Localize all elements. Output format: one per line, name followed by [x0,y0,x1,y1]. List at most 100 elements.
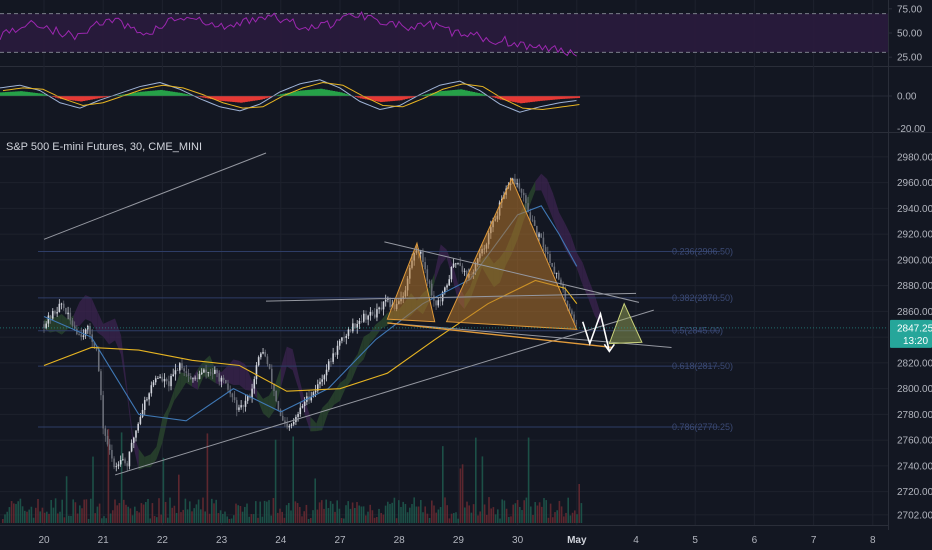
macd-histogram-bar [494,96,498,99]
volume-bar [516,500,519,523]
candle-body [384,299,387,302]
volume-bar [527,437,530,523]
volume-bar [457,518,459,523]
volume-bar [107,428,110,523]
volume-bar [87,518,90,523]
cloud-segment [280,346,287,388]
volume-bar [13,503,15,523]
candle-body [143,400,146,410]
macd-histogram-bar [549,96,553,100]
volume-bar [307,518,310,523]
rsi-tick-label: 25.00 [897,53,922,64]
cloud-segment [363,333,370,360]
volume-bar [365,515,367,523]
cloud-segment [55,313,62,335]
candle-body [192,378,194,380]
cloud-segment [239,360,246,390]
macd-histogram-bar [522,96,526,103]
candle-body [133,437,135,443]
macd-histogram-bar [217,96,221,101]
volume-bar [83,499,85,523]
volume-bar [417,506,420,523]
candle-body [354,323,356,328]
candle-body [273,383,275,392]
candle-body [135,430,137,438]
price-tick-label: 2800.00 [897,384,932,395]
volume-bar [226,516,228,523]
candle-body [538,233,540,237]
candle-body [380,307,383,310]
candle-body [203,369,205,373]
volume-bar [475,437,477,523]
cloud-segment [452,263,459,302]
time-tick-label: 23 [216,535,228,546]
volume-bar [512,504,514,523]
macd-histogram-bar [442,90,446,96]
volume-bar [145,501,147,523]
candle-body [106,435,109,445]
candle-body [452,263,455,267]
candle-body [117,464,120,467]
volume-bar [393,497,396,523]
candle-body [255,365,258,380]
macd-histogram-bar [22,91,26,96]
volume-bar [321,500,323,523]
macd-histogram-bar [2,92,6,96]
volume-bar [448,518,451,523]
macd-histogram-bar [257,96,261,101]
volume-bar [481,456,484,523]
macd-histogram-bar [344,93,348,96]
candle-body [439,300,442,302]
volume-bar [435,512,437,523]
macd-histogram-bar [162,90,166,96]
volume-bar [151,503,154,523]
volume-bar [261,516,264,523]
volume-bar [222,513,224,523]
pattern-head [445,177,578,330]
volume-bar [118,503,121,523]
candle-body [211,373,214,375]
cloud-segment [564,223,571,259]
volume-bar [112,510,114,523]
volume-bar [228,518,231,523]
candle-body [419,251,422,254]
volume-bar [156,517,158,523]
candle-body [362,313,365,322]
macd-histogram-bar [234,96,238,103]
rsi-band [0,13,888,53]
time-tick-label: 24 [275,535,287,546]
volume-bar [230,518,233,523]
macd-histogram-bar [32,92,36,96]
cloud-segment [292,349,299,389]
volume-bar [391,502,393,523]
macd-histogram-bar [537,96,541,102]
macd-histogram-bar [324,89,328,96]
macd-histogram-bar [67,96,71,100]
volume-bar [17,501,19,523]
volume-bar [24,510,26,523]
candle-body [102,395,104,429]
volume-bar [164,501,167,523]
trendline [265,292,637,302]
cloud-segment [345,362,352,388]
macd-histogram-bar [34,92,38,96]
macd-histogram-bar [104,96,108,98]
candle-body [317,384,319,391]
candle-body [100,371,102,396]
macd-histogram-bar [222,96,226,102]
price-tick-label: 2780.00 [897,410,932,421]
volume-bar [127,506,129,523]
candle-body [430,283,433,296]
time-tick-label: 22 [157,535,169,546]
volume-bar [387,501,389,523]
macd-histogram-bar [29,92,33,96]
price-tick-label: 2740.00 [897,461,932,472]
candle-body [93,341,96,349]
macd-histogram-bar [142,91,146,96]
candle-body [277,401,280,410]
volume-bar [508,517,510,523]
macd-histogram-bar [279,94,283,96]
time-tick-label: 28 [394,535,406,546]
candle-body [544,247,547,252]
